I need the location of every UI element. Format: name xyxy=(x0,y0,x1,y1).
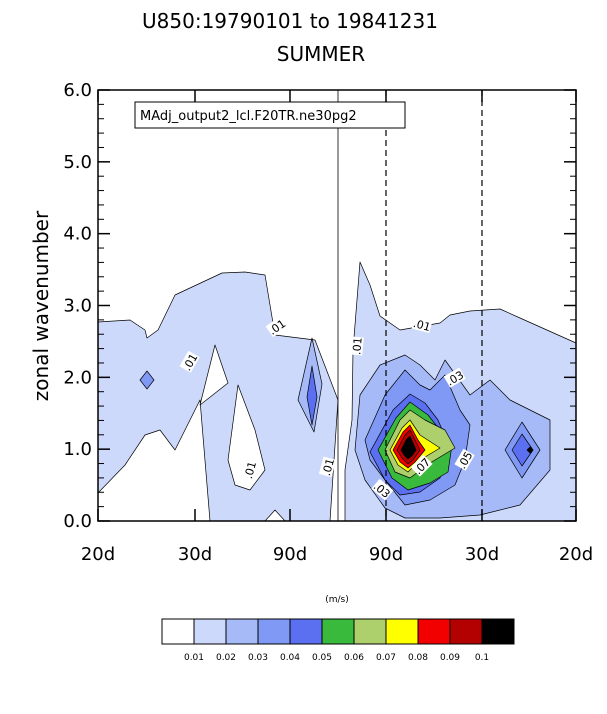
y-tick-label: 5.0 xyxy=(63,152,92,173)
colorbar-box xyxy=(225,618,259,645)
x-tick-labels: 20d 30d 90d 90d 30d 20d xyxy=(81,90,593,565)
colorbar-box xyxy=(385,618,419,645)
y-tick-label: 4.0 xyxy=(63,224,92,245)
y-tick-label: 6.0 xyxy=(63,80,92,101)
contour-label-group: .01 xyxy=(349,336,365,356)
contour-label-bg xyxy=(240,459,259,481)
contour-label-group: .01 xyxy=(318,456,337,478)
contour-label-bg xyxy=(443,367,466,388)
colorbar-label: 0.01 xyxy=(184,653,204,663)
colorbar-label: 0.07 xyxy=(376,653,396,663)
y-tick-label: 2.0 xyxy=(63,367,92,388)
colorbar-box xyxy=(321,618,355,645)
x-tick-label: 30d xyxy=(465,544,499,565)
contour-label-bg xyxy=(349,336,364,356)
y-tick-labels: 0.0 1.0 2.0 3.0 4.0 5.0 6.0 xyxy=(63,80,576,532)
shade-level-10 xyxy=(400,435,417,460)
contour-label: .01 xyxy=(320,457,337,477)
contour-label: .01 xyxy=(412,317,432,334)
shade-level-3-east-b xyxy=(139,370,155,390)
colorbar-label: 0.02 xyxy=(216,653,236,663)
contour-label-bg xyxy=(454,448,475,471)
contour-label-group: .01 xyxy=(411,315,433,334)
contour-label-bg xyxy=(411,315,433,334)
x-tick-label: 20d xyxy=(559,544,593,565)
shade-dot-east xyxy=(526,446,534,454)
contour-label: .01 xyxy=(350,337,364,356)
chart-subtitle: SUMMER xyxy=(277,42,365,66)
y-axis-label: zonal wavenumber xyxy=(29,210,53,401)
contour-label-bg xyxy=(179,350,200,373)
legend-text: MAdj_output2_lcl.F20TR.ne30pg2 xyxy=(140,109,357,124)
colorbar-box xyxy=(449,618,483,645)
colorbar-label: 0.08 xyxy=(408,653,428,663)
colorbar-label: 0.05 xyxy=(312,653,332,663)
x-tick-label: 20d xyxy=(81,544,115,565)
colorbar-box xyxy=(193,618,227,645)
plot-area: .01.01.01.01.01.01.03.03.05.07 xyxy=(97,89,577,522)
colorbar-label: 0.09 xyxy=(440,653,460,663)
x-tick-label: 30d xyxy=(178,544,212,565)
legend-box: MAdj_output2_lcl.F20TR.ne30pg2 xyxy=(134,101,406,129)
colorbar-box xyxy=(257,618,291,645)
x-tick-label: 90d xyxy=(273,544,307,565)
colorbar-box xyxy=(353,618,387,645)
white-hole-a xyxy=(199,344,229,406)
colorbar-label: 0.1 xyxy=(475,653,489,663)
legend-frame xyxy=(134,101,406,129)
contour-label-bg xyxy=(318,456,337,478)
colorbar-label: 0.04 xyxy=(280,653,300,663)
colorbar-box xyxy=(417,618,451,645)
colorbar-label: 0.03 xyxy=(248,653,268,663)
colorbar-label: 0.06 xyxy=(344,653,364,663)
colorbar-box xyxy=(161,618,195,645)
contour-label-bg xyxy=(410,454,433,477)
colorbar-box xyxy=(289,618,323,645)
y-tick-label: 0.0 xyxy=(63,511,92,532)
chart-title: U850:19790101 to 19841231 xyxy=(142,9,438,33)
contour-label: .01 xyxy=(242,460,259,480)
contour-label-bg xyxy=(265,316,288,338)
contour-label-group: .01 xyxy=(240,459,259,481)
colorbar: 0.01 0.02 0.03 0.04 0.05 0.06 0.07 0.08 0.09 0.1 xyxy=(161,618,515,663)
colorbar-units: (m/s) xyxy=(325,595,349,605)
y-tick-label: 3.0 xyxy=(63,296,92,317)
x-tick-label: 90d xyxy=(369,544,403,565)
y-tick-label: 1.0 xyxy=(63,439,92,460)
shade-level-4-west xyxy=(306,365,318,426)
colorbar-box xyxy=(481,618,515,645)
contour-label-bg xyxy=(371,478,394,501)
